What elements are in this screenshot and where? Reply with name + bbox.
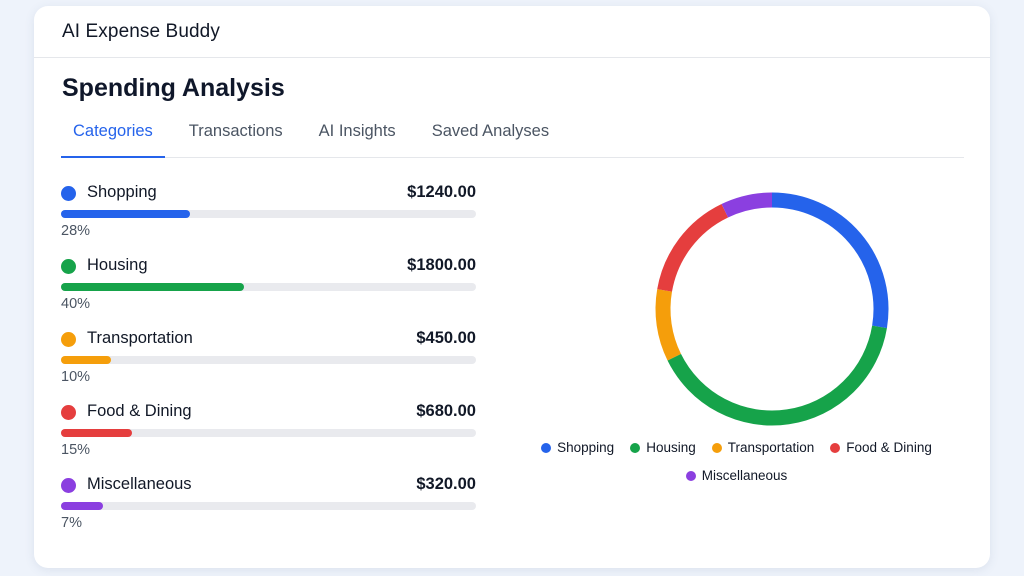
donut-segment-transportation[interactable] bbox=[655, 289, 682, 361]
category-name: Housing bbox=[87, 256, 148, 274]
donut-segment-miscellaneous[interactable] bbox=[721, 192, 773, 218]
category-name: Shopping bbox=[87, 183, 157, 201]
category-color-dot bbox=[61, 405, 76, 420]
category-color-dot bbox=[61, 186, 76, 201]
category-item-housing[interactable]: Housing $1800.00 40% bbox=[61, 251, 476, 324]
donut-segment-housing[interactable] bbox=[667, 325, 887, 426]
category-name: Miscellaneous bbox=[87, 475, 192, 493]
category-item-miscellaneous[interactable]: Miscellaneous $320.00 7% bbox=[61, 470, 476, 543]
category-progress-fill bbox=[61, 283, 244, 291]
tab-ai-insights[interactable]: AI Insights bbox=[318, 122, 396, 140]
category-amount: $320.00 bbox=[416, 475, 476, 493]
category-name: Food & Dining bbox=[87, 402, 192, 420]
app-title: AI Expense Buddy bbox=[62, 20, 220, 42]
tab-saved-analyses[interactable]: Saved Analyses bbox=[431, 122, 550, 140]
legend-dot bbox=[711, 442, 722, 453]
category-item-food-dining[interactable]: Food & Dining $680.00 15% bbox=[61, 397, 476, 470]
legend-label: Shopping bbox=[557, 440, 615, 455]
tab-transactions[interactable]: Transactions bbox=[188, 122, 283, 140]
legend-dot bbox=[685, 470, 696, 481]
category-percent: 10% bbox=[61, 369, 91, 385]
category-name: Transportation bbox=[87, 329, 193, 347]
legend-label: Food & Dining bbox=[846, 440, 932, 455]
tab-bar: Categories Transactions AI Insights Save… bbox=[61, 114, 964, 158]
category-progress-fill bbox=[61, 210, 190, 218]
app-window: AI Expense Buddy Spending Analysis Categ… bbox=[34, 6, 990, 568]
legend-label: Housing bbox=[646, 440, 696, 455]
legend-item-miscellaneous[interactable]: Miscellaneous bbox=[685, 468, 788, 483]
category-item-shopping[interactable]: Shopping $1240.00 28% bbox=[61, 178, 476, 251]
legend-item-housing[interactable]: Housing bbox=[630, 440, 696, 455]
category-list: Shopping $1240.00 28% Housing $1800.00 4… bbox=[61, 178, 476, 543]
legend-dot bbox=[630, 442, 641, 453]
donut-chart bbox=[655, 192, 889, 426]
category-progress-fill bbox=[61, 356, 111, 364]
tab-categories[interactable]: Categories bbox=[61, 114, 165, 158]
app-header: AI Expense Buddy bbox=[34, 6, 990, 58]
legend-item-transportation[interactable]: Transportation bbox=[711, 440, 815, 455]
category-progress-fill bbox=[61, 502, 103, 510]
category-percent: 7% bbox=[61, 515, 82, 531]
category-progress-track bbox=[61, 283, 476, 291]
legend-item-shopping[interactable]: Shopping bbox=[541, 440, 614, 455]
category-progress-track bbox=[61, 429, 476, 437]
category-color-dot bbox=[61, 332, 76, 347]
chart-legend: Shopping Housing Transportation Food & D… bbox=[504, 440, 969, 483]
donut-chart-area bbox=[504, 178, 964, 508]
category-progress-track bbox=[61, 210, 476, 218]
legend-dot bbox=[830, 442, 841, 453]
category-percent: 15% bbox=[61, 442, 91, 458]
category-percent: 40% bbox=[61, 296, 91, 312]
category-percent: 28% bbox=[61, 223, 91, 239]
category-color-dot bbox=[61, 478, 76, 493]
donut-segment-shopping[interactable] bbox=[771, 192, 889, 329]
legend-item-food-dining[interactable]: Food & Dining bbox=[830, 440, 932, 455]
category-amount: $680.00 bbox=[416, 402, 476, 420]
category-amount: $1800.00 bbox=[407, 256, 476, 274]
legend-label: Miscellaneous bbox=[701, 468, 788, 483]
category-progress-track bbox=[61, 356, 476, 364]
legend-label: Transportation bbox=[727, 440, 815, 455]
category-amount: $1240.00 bbox=[407, 183, 476, 201]
legend-dot bbox=[541, 442, 552, 453]
page-title: Spending Analysis bbox=[62, 74, 285, 102]
category-item-transportation[interactable]: Transportation $450.00 10% bbox=[61, 324, 476, 397]
category-color-dot bbox=[61, 259, 76, 274]
category-amount: $450.00 bbox=[416, 329, 476, 347]
donut-segment-food-dining[interactable] bbox=[657, 203, 729, 292]
category-progress-track bbox=[61, 502, 476, 510]
category-progress-fill bbox=[61, 429, 132, 437]
